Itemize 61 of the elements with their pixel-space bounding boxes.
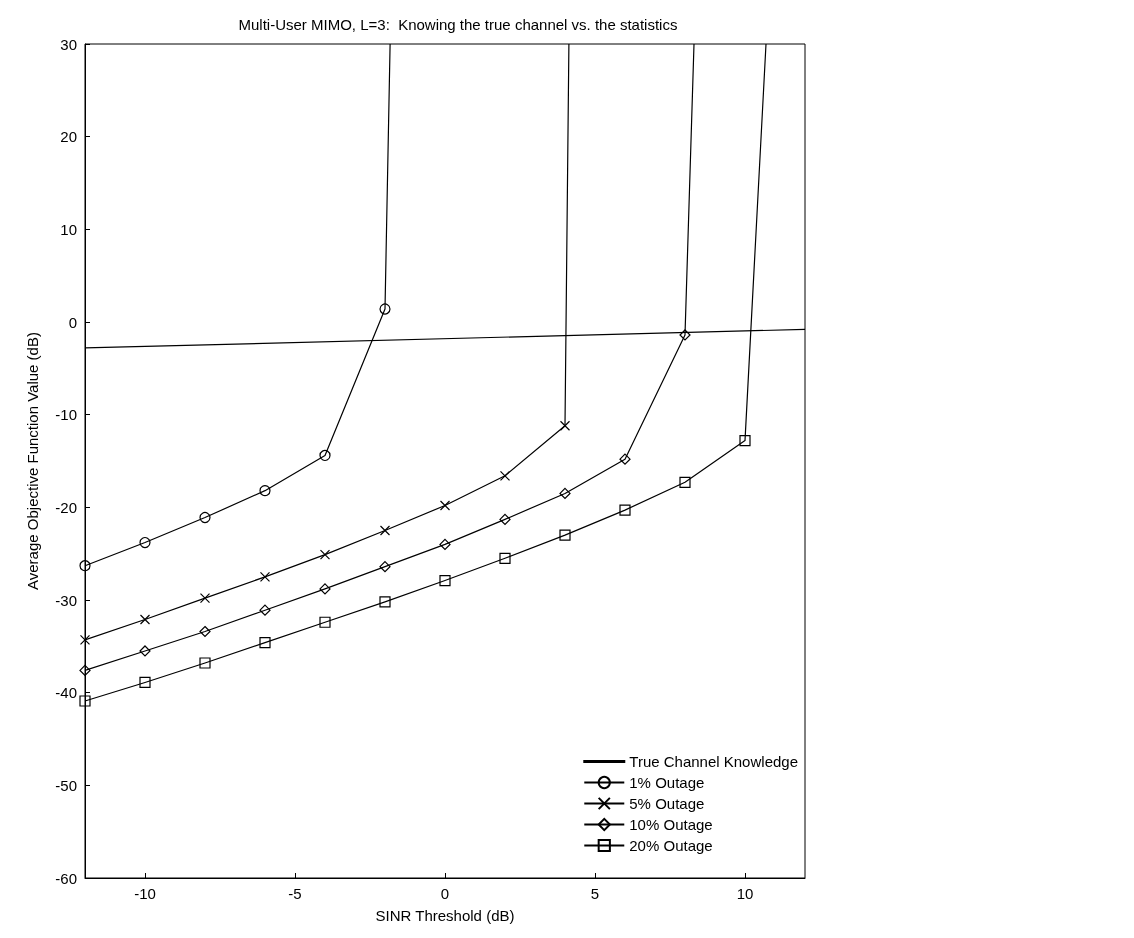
point [139,614,151,625]
point [139,645,151,657]
point [199,657,211,669]
point [79,664,91,677]
point [199,511,211,524]
point [319,583,331,595]
x-axis-title: SINR Threshold (dB) [375,907,515,924]
point [79,634,91,645]
point [499,552,511,564]
point [439,538,451,550]
point [619,504,631,516]
legend-label: 10% Outage [629,816,713,833]
point [679,329,691,341]
point [259,485,271,497]
point [139,536,151,549]
y-axis-title: Average Objective Function Value (dB) [24,332,41,590]
y-tick-label: 10 [60,220,77,238]
point [79,560,91,572]
point [439,500,451,511]
y-tick-label: -10 [55,406,77,424]
point [499,470,511,481]
point [379,561,391,573]
point [199,625,211,638]
point [199,593,211,604]
x-tick-label: -10 [134,885,156,902]
point [559,487,571,500]
point [319,616,331,628]
y-tick-label: -30 [55,591,77,609]
point [259,571,271,582]
chart-title: Multi-User MIMO, L=3: Knowing the true channel vs. the statistics [238,16,678,33]
legend-label: 5% Outage [629,795,705,812]
point [499,513,511,525]
y-tick-label: -20 [55,498,77,516]
legend-label: 20% Outage [629,837,713,854]
x-tick-label: -5 [288,885,302,902]
point [139,676,151,689]
point [679,476,691,488]
point [739,435,751,447]
point [319,549,331,560]
x-tick-label: 0 [440,885,450,902]
point [259,637,271,649]
y-tick-label: 0 [68,313,77,331]
y-tick-label: -40 [55,684,77,702]
legend-label: 1% Outage [629,774,705,791]
y-tick-label: -60 [55,869,77,887]
y-tick-label: 20 [60,128,77,146]
point [79,695,91,707]
legend-label: True Channel Knowledge [629,753,799,770]
y-tick-label: 30 [60,35,77,53]
point [259,604,271,616]
x-tick-label: 5 [590,885,600,902]
point [439,574,451,587]
point [379,596,391,608]
y-tick-label: -50 [55,776,77,794]
point [379,525,391,536]
point [619,453,631,465]
point [379,303,391,315]
point [559,420,571,431]
point [559,529,571,541]
x-tick-label: 10 [736,885,754,902]
point [319,449,331,462]
